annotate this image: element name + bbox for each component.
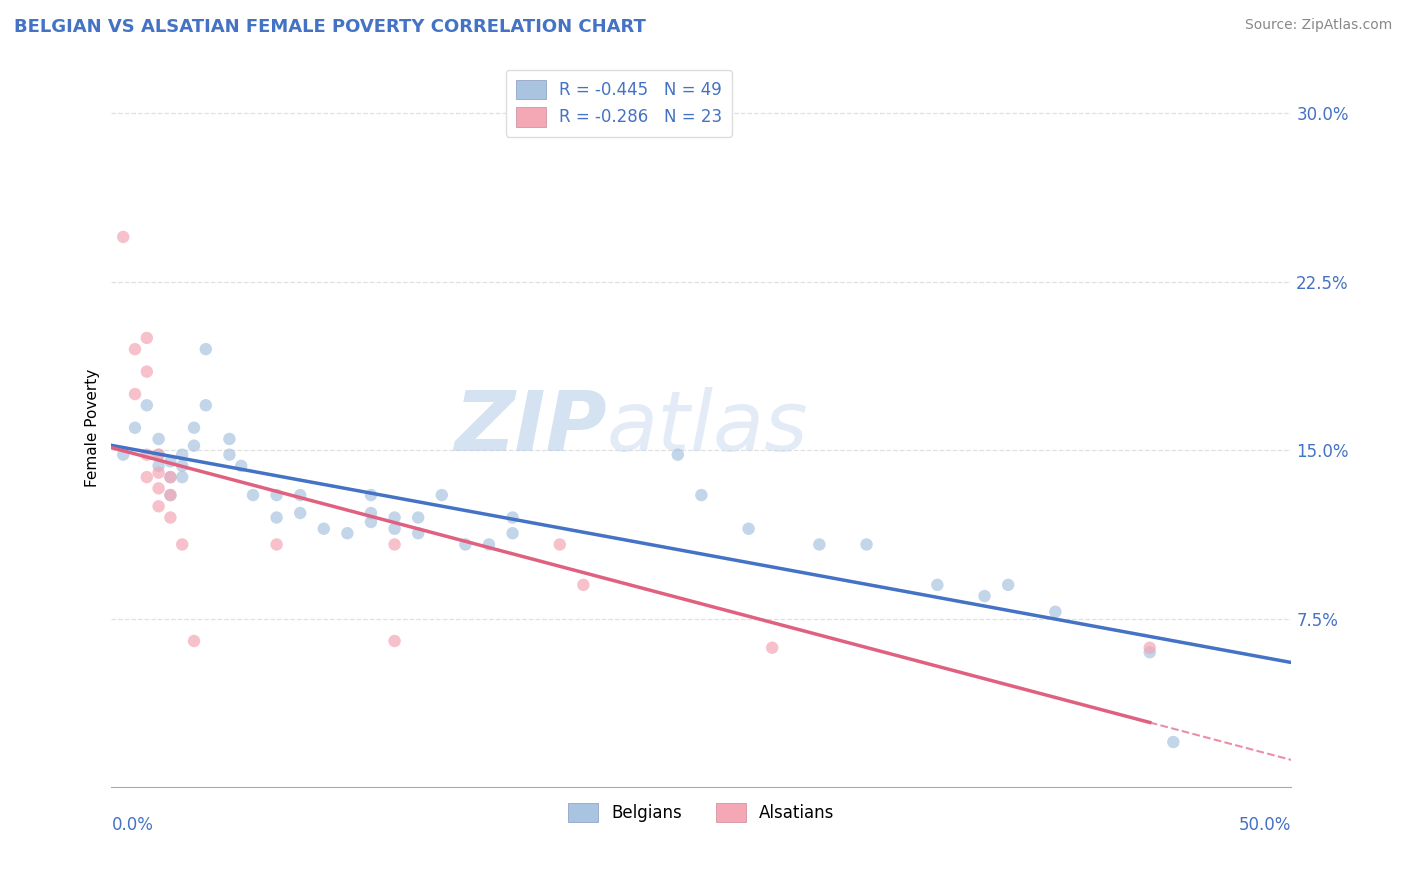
Text: 0.0%: 0.0% (111, 815, 153, 834)
Point (218, 432, 240, 446)
Point (1139, 645, 1161, 659)
Point (360, 488, 382, 502)
Point (159, 488, 181, 502)
Legend: Belgians, Alsatians: Belgians, Alsatians (561, 797, 841, 829)
Y-axis label: Female Poverty: Female Poverty (86, 368, 100, 487)
Point (927, 578, 949, 592)
Point (290, 506, 312, 520)
Point (548, 537, 571, 551)
Point (242, 488, 264, 502)
Point (1163, 735, 1185, 749)
Text: 50.0%: 50.0% (1239, 815, 1291, 834)
Point (290, 488, 312, 502)
Point (124, 421, 146, 435)
Point (1139, 640, 1161, 655)
Point (124, 387, 146, 401)
Point (384, 522, 406, 536)
Point (266, 537, 288, 551)
Point (135, 398, 157, 412)
Point (478, 537, 501, 551)
Point (360, 506, 382, 520)
Point (159, 470, 181, 484)
Point (135, 331, 157, 345)
Point (148, 481, 170, 495)
Point (183, 439, 205, 453)
Point (194, 398, 217, 412)
Point (384, 634, 406, 648)
Point (1045, 605, 1067, 619)
Point (112, 448, 135, 462)
Point (666, 448, 689, 462)
Point (172, 537, 194, 551)
Point (159, 510, 181, 524)
Point (973, 589, 995, 603)
Point (454, 537, 477, 551)
Point (159, 454, 181, 468)
Text: ZIP: ZIP (454, 387, 607, 468)
Point (172, 458, 194, 473)
Point (502, 526, 524, 541)
Point (430, 488, 453, 502)
Point (172, 448, 194, 462)
Point (502, 510, 524, 524)
Point (384, 537, 406, 551)
Point (231, 458, 253, 473)
Point (808, 537, 831, 551)
Point (855, 537, 877, 551)
Point (148, 458, 170, 473)
Point (135, 365, 157, 379)
Point (384, 510, 406, 524)
Point (360, 515, 382, 529)
Point (135, 470, 157, 484)
Point (172, 470, 194, 484)
Point (406, 526, 429, 541)
Point (112, 230, 135, 244)
Point (997, 578, 1019, 592)
Text: BELGIAN VS ALSATIAN FEMALE POVERTY CORRELATION CHART: BELGIAN VS ALSATIAN FEMALE POVERTY CORRE… (14, 18, 645, 36)
Point (159, 470, 181, 484)
Point (148, 466, 170, 480)
Point (336, 526, 359, 541)
Point (148, 448, 170, 462)
Point (148, 448, 170, 462)
Text: atlas: atlas (607, 387, 808, 468)
Point (218, 448, 240, 462)
Point (183, 634, 205, 648)
Point (406, 510, 429, 524)
Point (266, 488, 288, 502)
Point (124, 342, 146, 356)
Point (135, 448, 157, 462)
Point (572, 578, 595, 592)
Point (690, 488, 713, 502)
Point (266, 510, 288, 524)
Point (183, 421, 205, 435)
Point (148, 432, 170, 446)
Point (312, 522, 335, 536)
Point (737, 522, 759, 536)
Point (194, 342, 217, 356)
Point (159, 488, 181, 502)
Text: Source: ZipAtlas.com: Source: ZipAtlas.com (1244, 18, 1392, 32)
Point (148, 500, 170, 514)
Point (761, 640, 783, 655)
